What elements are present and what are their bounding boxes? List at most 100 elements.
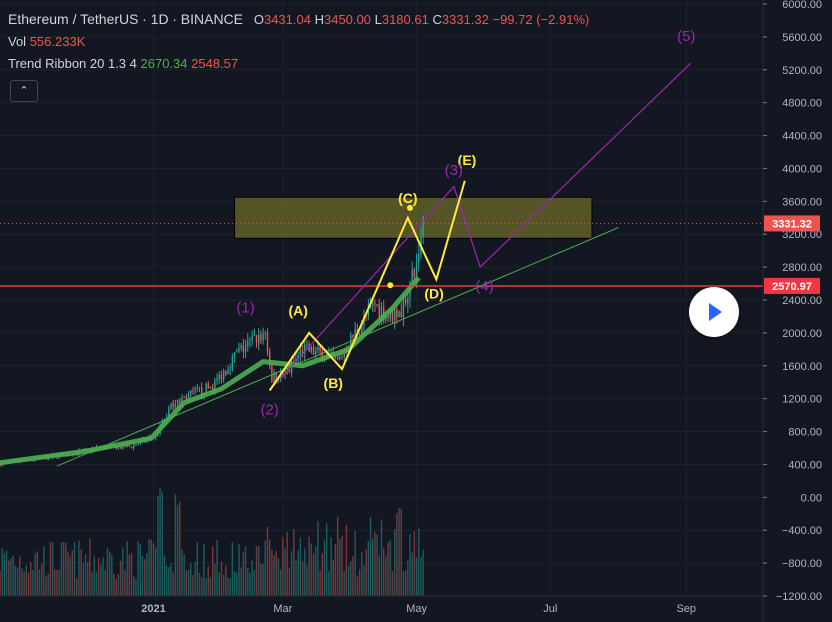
wave-alt-label: (1) (236, 299, 254, 316)
volume-bar (325, 523, 328, 596)
trend-ribbon (0, 276, 421, 466)
volume-bar (284, 548, 286, 596)
volume-bar (21, 568, 23, 596)
volume-bar (249, 572, 251, 596)
volume-bar (163, 555, 166, 596)
symbol-name[interactable]: Ethereum / TetherUS (8, 11, 139, 27)
volume-bar (312, 553, 315, 596)
volume-bar (43, 545, 45, 596)
interval[interactable]: 1D (150, 11, 169, 27)
ribbon-label[interactable]: Trend Ribbon 20 1.3 4 (8, 56, 137, 71)
volume-bar (389, 540, 391, 596)
candle-body (273, 372, 275, 383)
drawing-lines (0, 222, 763, 467)
volume-bar (69, 556, 71, 596)
y-tick-label: 1200.00 (782, 394, 822, 406)
candle-body (185, 396, 188, 400)
volume-row: Vol 556.233K (8, 31, 589, 53)
candle-body (413, 269, 416, 279)
volume-bar (1, 548, 3, 596)
volume-bar (341, 536, 343, 596)
volume-bar (409, 533, 411, 596)
volume-bar (124, 570, 126, 596)
volume-bar (231, 542, 234, 596)
volume-bar (117, 574, 120, 596)
close-label: C (432, 12, 442, 27)
volume-bar (363, 565, 365, 596)
y-tick-label: 800.00 (788, 427, 822, 439)
volume-bar (282, 537, 284, 596)
play-icon (709, 303, 722, 321)
volume-bar (376, 534, 378, 596)
volume-bar (111, 554, 113, 596)
play-button[interactable] (689, 287, 739, 337)
volume-bar (176, 504, 179, 596)
volume-bar (262, 563, 264, 596)
candle-body (380, 307, 383, 318)
volume-bar (372, 538, 374, 596)
candle-body (255, 335, 258, 344)
volume-bar (154, 547, 157, 596)
volume-bar (25, 565, 28, 596)
volume-bar (187, 569, 190, 596)
wave-main-label: (A) (288, 303, 307, 319)
candle-body (190, 390, 192, 395)
x-tick-label: Mar (273, 603, 292, 615)
exchange: BINANCE (180, 11, 243, 27)
volume-label[interactable]: Vol (8, 34, 27, 49)
volume-bar (369, 517, 372, 596)
volume-bar (12, 555, 14, 596)
price-label: 2570.97 (772, 281, 812, 293)
candle-body (238, 347, 240, 352)
volume-bar (277, 558, 280, 596)
candle-body (393, 309, 396, 321)
volume-bar (391, 570, 394, 596)
volume-bar (58, 569, 60, 596)
volume-bar (49, 541, 52, 596)
volume-bar (170, 563, 172, 596)
candle-body (174, 404, 177, 408)
volume-bar (244, 546, 247, 596)
volume-bar (174, 494, 177, 596)
volume-bar (404, 570, 407, 596)
volume-bar (347, 565, 350, 596)
candle-body (365, 315, 367, 317)
volume-bar (95, 571, 98, 596)
price-label-bg (764, 215, 820, 232)
y-tick-label: −800.00 (782, 558, 822, 570)
candle-body (271, 365, 273, 383)
collapse-legend-button[interactable]: ⌃ (10, 80, 38, 102)
candle-body (247, 340, 249, 347)
volume-bar (400, 508, 402, 596)
y-tick-label: −1200.00 (776, 591, 822, 603)
wave-alt-label: (5) (677, 28, 695, 45)
volume-bar (317, 521, 319, 596)
candle-body (415, 263, 418, 279)
candle-body (216, 379, 218, 381)
volume-bar (56, 570, 58, 596)
candle-body (293, 361, 295, 363)
volume-bar (214, 563, 216, 596)
volume-bar (141, 556, 144, 596)
wave-alt-path (269, 62, 692, 391)
candle-body (422, 216, 424, 237)
wave-main-label: (E) (458, 152, 477, 168)
candle-body (389, 309, 391, 319)
candle-body (220, 374, 223, 380)
volume-bar (306, 565, 308, 596)
candle-body (176, 399, 179, 405)
candle-body (211, 387, 214, 391)
candle-body (385, 315, 387, 321)
volume-bar (146, 553, 148, 596)
candle-body (187, 394, 190, 400)
volume-bar (332, 559, 334, 596)
volume-bar (130, 552, 133, 596)
volume-bar (133, 576, 135, 596)
volume-bar (179, 501, 181, 596)
volume-bar (87, 562, 89, 596)
candle-body (196, 388, 199, 390)
exchange-separator: · (172, 11, 181, 27)
volume-bar (201, 577, 203, 596)
volume-bar (60, 542, 63, 596)
